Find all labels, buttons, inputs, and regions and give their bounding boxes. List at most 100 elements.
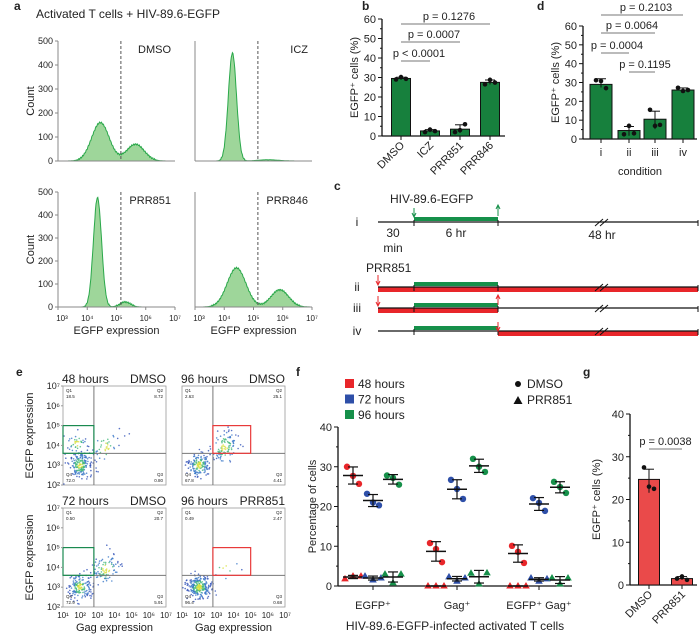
event-dot (227, 436, 229, 439)
event-dot (191, 463, 194, 465)
event-dot (74, 435, 77, 438)
x-tick-label: DMSO (623, 588, 655, 620)
event-dot (95, 461, 98, 463)
event-dot (100, 446, 102, 448)
event-dot (103, 572, 106, 574)
event-dot (70, 598, 72, 600)
event-dot (207, 595, 210, 598)
prr851-data-point (445, 572, 453, 580)
event-dot (78, 589, 81, 592)
event-dot (89, 584, 92, 586)
y-tick-label: 100 (38, 132, 53, 142)
x-axis-label: HIV-89.6-EGFP-infected activated T cells (346, 619, 564, 633)
event-dot (108, 570, 110, 573)
event-dot (198, 597, 201, 600)
y-tick-label: 500 (38, 36, 53, 46)
event-dot (70, 445, 72, 448)
y-tick-label: 10 (612, 537, 624, 549)
event-dot (205, 466, 208, 468)
event-dot (95, 558, 97, 560)
dmso-data-point (447, 476, 455, 484)
event-dot (75, 459, 77, 461)
event-dot (87, 460, 89, 463)
x-tick-label: iii (651, 147, 658, 159)
event-dot (196, 473, 198, 476)
event-dot (82, 591, 84, 594)
event-dot (227, 426, 229, 428)
event-dot (196, 577, 198, 579)
event-dot (76, 475, 78, 478)
y-tick-label: 20 (364, 92, 376, 104)
event-dot (200, 584, 202, 587)
data-point (492, 80, 498, 85)
event-dot (74, 438, 76, 441)
event-dot (227, 430, 230, 433)
dmso-data-point (383, 472, 391, 479)
event-dot (98, 457, 101, 460)
event-dot (222, 567, 224, 569)
event-dot (201, 592, 203, 594)
event-dot (203, 457, 205, 459)
legend-circle-icon (515, 381, 521, 387)
event-dot (112, 553, 115, 555)
event-dot (113, 569, 116, 571)
dmso-data-point (375, 502, 383, 509)
quadrant-percentage: 96.4 (185, 600, 194, 605)
virus-exposure-bar (414, 282, 498, 286)
dmso-data-point (363, 490, 371, 497)
quadrant-percentage: 8.72 (154, 394, 163, 399)
data-point (675, 85, 681, 91)
x-axis-label: Gag expression (76, 622, 153, 634)
dmso-data-point (438, 558, 446, 566)
event-dot (90, 591, 92, 593)
event-dot (239, 444, 242, 446)
event-dot (81, 455, 83, 458)
event-dot (194, 475, 196, 478)
event-dot (77, 585, 79, 588)
event-dot (128, 433, 131, 435)
event-dot (86, 476, 89, 478)
event-dot (82, 461, 84, 464)
event-dot (108, 561, 110, 564)
event-dot (205, 458, 208, 460)
event-dot (112, 564, 115, 566)
event-dot (98, 566, 100, 569)
condition-label-i: i (356, 215, 359, 229)
event-dot (65, 587, 68, 590)
event-dot (194, 469, 197, 472)
event-dot (223, 445, 225, 448)
event-dot (193, 591, 195, 593)
event-dot (215, 442, 217, 444)
event-dot (75, 581, 77, 583)
x-tick-label: 10⁶ (277, 314, 289, 323)
event-dot (198, 465, 200, 468)
event-dot (197, 573, 200, 575)
event-dot (89, 594, 91, 597)
p-value-label: p = 0.0004 (591, 40, 643, 52)
event-dot (82, 467, 85, 469)
time-label: 96 hours (181, 494, 228, 508)
axis-break-icon (594, 283, 609, 292)
event-dot (69, 577, 71, 579)
drug-add-arrow-icon (375, 275, 381, 287)
drug-wash-arrow-icon (495, 293, 501, 305)
event-dot (65, 457, 67, 460)
event-dot (117, 562, 119, 564)
event-dot (104, 448, 106, 451)
data-point (403, 76, 409, 82)
x-axis-label: EGFP expression (210, 325, 296, 337)
y-tick-label: 60 (364, 14, 376, 26)
x-tick-label: i (600, 147, 602, 159)
quadrant-name: Q2 (157, 510, 164, 515)
event-dot (206, 578, 209, 580)
event-dot (70, 457, 72, 459)
event-dot (95, 450, 98, 453)
event-dot (73, 584, 76, 587)
event-dot (108, 441, 110, 443)
prr851-data-point (467, 569, 475, 576)
event-dot (184, 581, 186, 584)
event-dot (231, 434, 233, 436)
treatment-label: DMSO (130, 372, 166, 386)
event-dot (217, 438, 219, 441)
event-dot (229, 461, 232, 463)
